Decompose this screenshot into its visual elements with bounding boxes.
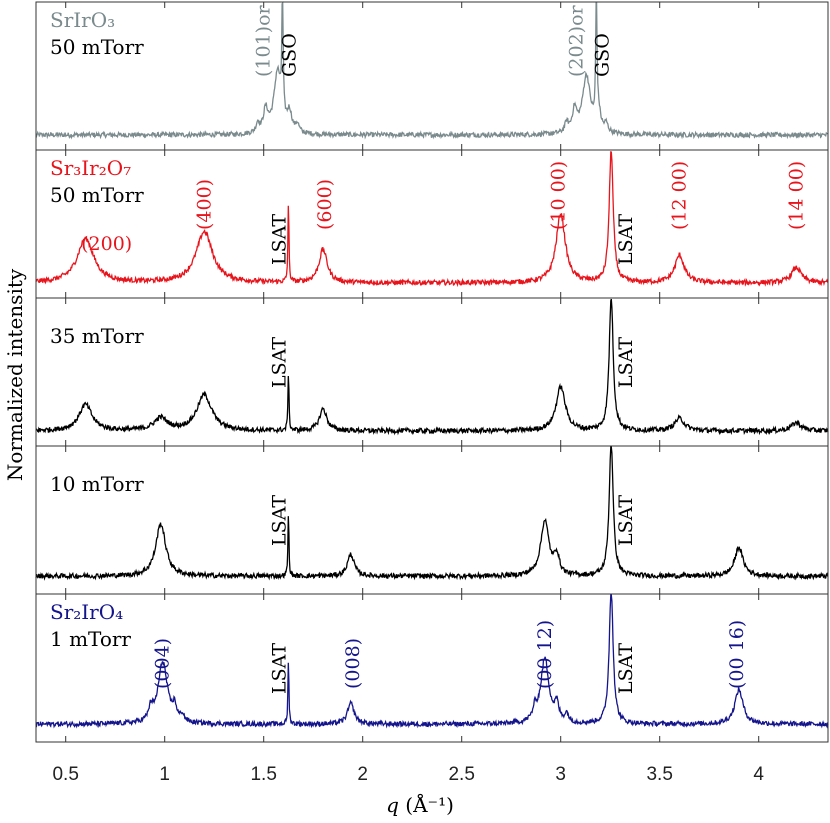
peak-annotation: (14 00) xyxy=(785,161,807,230)
panel-frame-2 xyxy=(35,149,829,299)
series-line-1 xyxy=(35,1,828,140)
peak-annotation: (12 00) xyxy=(669,161,691,230)
peak-annotation: (008) xyxy=(342,638,364,689)
peak-annotation: LSAT xyxy=(269,214,291,265)
peak-annotation: LSAT xyxy=(269,337,291,388)
series-line-3 xyxy=(35,298,829,436)
peak-annotation: LSAT xyxy=(269,495,291,546)
peak-annotation: GSO xyxy=(278,33,300,77)
peak-annotation: (00 12) xyxy=(534,620,556,689)
peak-annotation: (200) xyxy=(81,233,132,255)
panel-material-label: Sr₂IrO₄ xyxy=(50,600,123,624)
peak-annotation: LSAT xyxy=(615,214,637,265)
peak-annotation: (00 16) xyxy=(726,620,748,689)
x-tick-label: 3 xyxy=(555,764,566,785)
peak-annotation: (004) xyxy=(152,638,174,689)
series-line-5 xyxy=(35,594,829,729)
panel-material-label: Sr₃Ir₂O₇ xyxy=(50,156,131,180)
panel-pressure-label: 50 mTorr xyxy=(50,35,144,59)
peak-annotation: (202)or xyxy=(566,4,588,77)
peak-annotation: (400) xyxy=(193,179,215,230)
panel-frame-4 xyxy=(35,445,829,595)
x-tick-label: 4 xyxy=(753,764,764,785)
peak-annotation: LSAT xyxy=(615,643,637,694)
y-axis-label: Normalized intensity xyxy=(3,268,27,481)
peak-annotation: LSAT xyxy=(615,337,637,388)
x-tick-label: 2 xyxy=(357,764,368,785)
x-tick-label: 1 xyxy=(159,764,170,785)
panel-frame-3 xyxy=(35,297,829,447)
peak-annotation: GSO xyxy=(591,33,613,77)
panel-frame-5 xyxy=(35,593,829,743)
x-tick-label: 2.5 xyxy=(448,764,474,785)
panel-pressure-label: 10 mTorr xyxy=(50,472,144,496)
peak-annotation: LSAT xyxy=(269,643,291,694)
series-line-2 xyxy=(35,151,829,288)
peak-annotation: (600) xyxy=(314,179,336,230)
panel-pressure-label: 35 mTorr xyxy=(50,324,144,348)
peak-annotation: (101)or xyxy=(253,4,275,77)
panel-frame-1 xyxy=(35,1,829,151)
series-line-4 xyxy=(35,446,829,581)
x-tick-label: 0.5 xyxy=(52,764,78,785)
panel-pressure-label: 1 mTorr xyxy=(50,627,131,651)
x-axis-label: q (Å⁻¹) xyxy=(386,792,454,817)
panel-pressure-label: 50 mTorr xyxy=(50,183,144,207)
panel-material-label: SrIrO₃ xyxy=(50,8,115,32)
x-tick-label: 3.5 xyxy=(646,764,672,785)
peak-annotation: (10 00) xyxy=(548,161,570,230)
peak-annotation: LSAT xyxy=(615,495,637,546)
x-tick-label: 1.5 xyxy=(250,764,276,785)
